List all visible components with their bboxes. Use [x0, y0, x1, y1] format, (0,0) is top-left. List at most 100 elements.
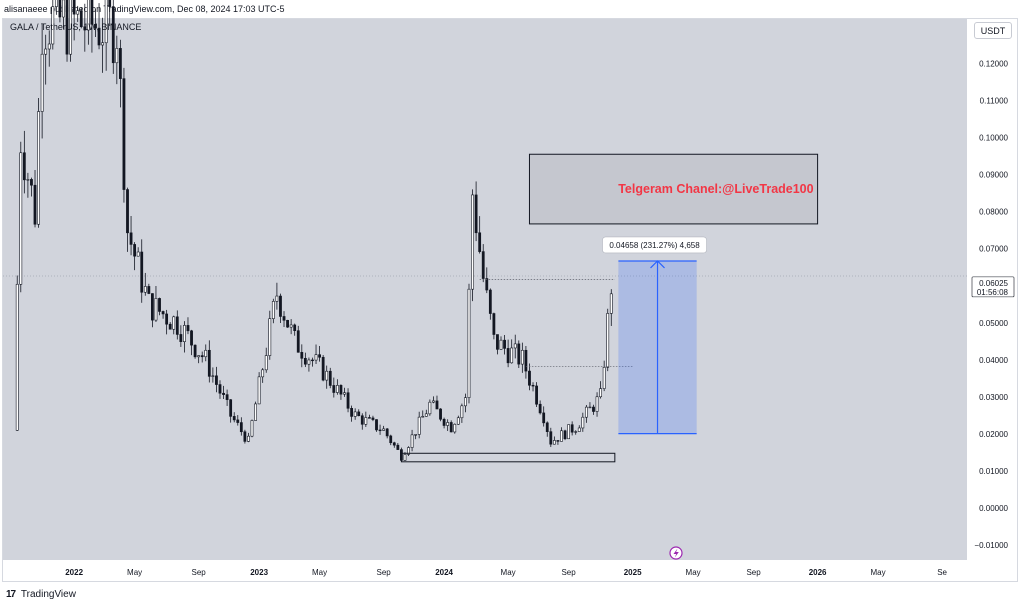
price-tick-label: 0.01000	[979, 467, 1008, 476]
candle-body	[460, 405, 464, 419]
price-tick-label: 0.03000	[979, 393, 1008, 402]
candle-body	[22, 152, 26, 181]
candle-body	[524, 349, 528, 372]
candle-body	[165, 313, 169, 325]
footer-bar: 17 TradingView	[0, 584, 1024, 605]
chart-frame	[2, 18, 1018, 582]
candle-body	[168, 323, 172, 330]
candle-body	[371, 417, 375, 420]
candle-body	[311, 359, 314, 362]
candle-body	[33, 184, 37, 225]
candle-body	[492, 313, 496, 335]
candle-body	[204, 349, 208, 358]
candle-body	[567, 424, 570, 440]
telegram-note-box[interactable]	[528, 153, 819, 225]
time-tick-label: Se	[937, 568, 947, 577]
candle-body	[467, 288, 471, 398]
candle-body	[424, 413, 428, 417]
candle-body	[503, 339, 506, 349]
last-price-label: 0.06025	[979, 279, 1008, 288]
candle-body	[556, 440, 560, 442]
candle-body	[129, 232, 133, 245]
time-tick-label: Sep	[377, 568, 392, 577]
candle-body	[300, 352, 304, 359]
candle-body	[456, 417, 460, 425]
candle-body	[360, 415, 364, 425]
lightning-icon[interactable]	[669, 546, 683, 560]
candle-body	[464, 397, 467, 407]
candle-body	[549, 431, 553, 445]
candle-body	[108, 0, 112, 7]
candle-body	[236, 419, 240, 423]
candle-body	[350, 408, 354, 417]
candle-body	[488, 289, 492, 314]
drawings-layer[interactable]: 0.04658 (231.27%) 4,658 Telgeram Chanel:@…	[400, 153, 819, 463]
candle-body	[44, 48, 48, 55]
price-tick-label: 0.11000	[980, 97, 1009, 106]
candle-body	[40, 53, 44, 112]
candle-body	[535, 385, 538, 405]
time-tick-label: May	[686, 568, 701, 577]
candle-body	[250, 420, 254, 437]
candle-body	[54, 0, 58, 7]
candle-body	[584, 406, 588, 418]
candle-body	[197, 355, 201, 358]
candle-body	[520, 349, 524, 365]
candle-body	[375, 419, 378, 431]
time-axis[interactable]: 2022 May Sep 2023 May Sep 2024 May Sep 2025 May Sep…	[3, 560, 967, 581]
candle-body	[147, 286, 151, 294]
candle-body	[90, 0, 94, 25]
candle-body	[83, 26, 87, 31]
candle-body	[264, 355, 268, 371]
price-tick-label: 0.08000	[979, 208, 1008, 217]
candle-body	[538, 403, 542, 414]
measure-arrow-head-icon	[650, 260, 665, 269]
candle-body	[378, 429, 382, 432]
candle-body	[158, 298, 161, 312]
price-axis[interactable]: 0.12000 0.11000 0.10000 0.09000 0.08000 0.070…	[967, 19, 1017, 560]
candle-body	[560, 430, 563, 442]
candle-body	[335, 385, 339, 393]
telegram-note-text: Telgeram Chanel:@LiveTrade100	[618, 182, 813, 196]
candle-body	[314, 354, 318, 361]
time-tick-label: 2025	[624, 568, 642, 577]
candle-body	[570, 424, 574, 433]
candle-body	[343, 392, 346, 395]
candle-body	[47, 43, 51, 50]
candle-body	[179, 334, 183, 342]
currency-button[interactable]: USDT	[974, 22, 1012, 39]
candle-body	[133, 244, 137, 257]
candle-body	[268, 318, 272, 356]
time-tick-label: 2026	[809, 568, 827, 577]
candle-body	[563, 430, 567, 440]
support-zone-box[interactable]	[400, 452, 616, 463]
candle-body	[499, 339, 503, 350]
candle-body	[439, 408, 442, 420]
candle-body	[417, 416, 421, 435]
candle-body	[396, 444, 400, 450]
candle-body	[609, 293, 613, 314]
brand-label[interactable]: TradingView	[20, 589, 76, 600]
candle-body	[211, 375, 215, 377]
price-tick-label: 0.04000	[979, 356, 1008, 365]
candle-body	[69, 0, 72, 55]
candle-body	[26, 179, 30, 181]
candle-body	[446, 422, 450, 426]
measure-label-box	[602, 236, 707, 254]
candle-body	[37, 111, 40, 225]
candle-body	[435, 400, 439, 410]
candle-body	[136, 251, 140, 257]
candle-body	[222, 392, 225, 395]
candle-body	[65, 0, 69, 55]
candles-layer	[15, 0, 613, 462]
symbol-label: GALA / TetherUS, 1W, BINANCE	[10, 22, 142, 32]
tradingview-logo-icon[interactable]: 17	[6, 589, 16, 600]
price-tick-label: 0.02000	[979, 430, 1008, 439]
candle-body	[410, 434, 414, 448]
price-tick-label: 0.09000	[979, 171, 1008, 180]
candle-body	[293, 324, 297, 331]
time-tick-label: 2024	[435, 568, 453, 577]
candle-body	[581, 416, 585, 429]
candle-body	[332, 385, 336, 393]
